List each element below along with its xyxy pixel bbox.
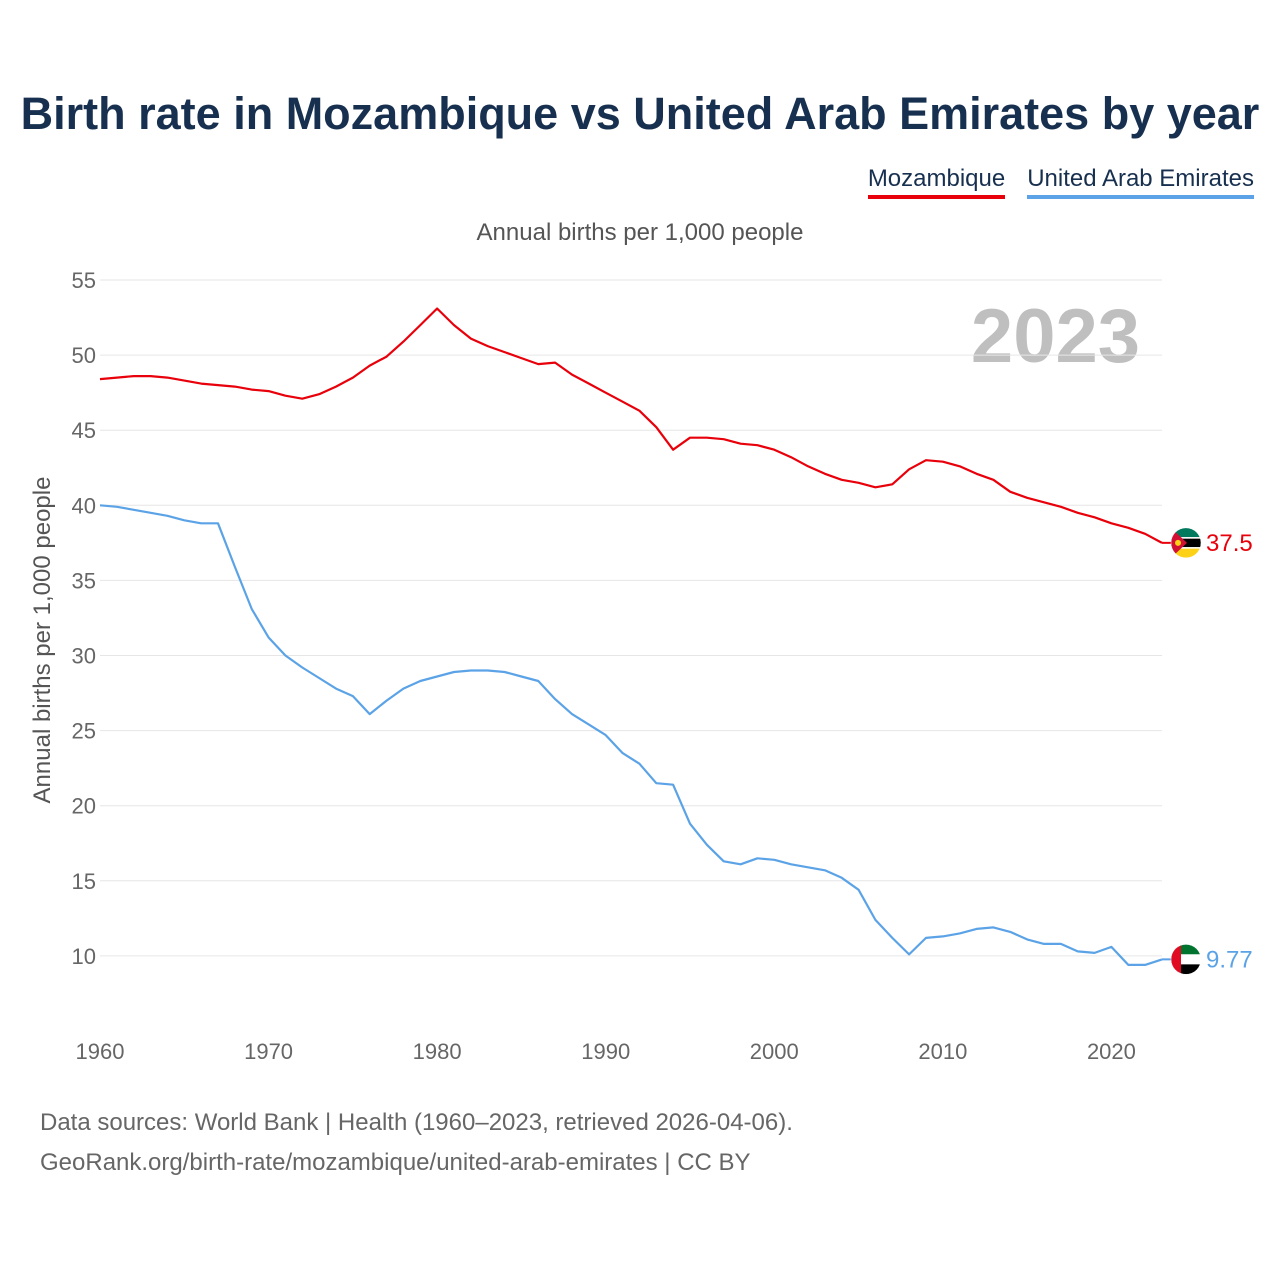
flag-stripe-green bbox=[1171, 944, 1201, 955]
series-line-united-arab-emirates bbox=[99, 504, 1163, 967]
y-tick-label-45: 45 bbox=[72, 418, 96, 443]
end-value-label-mozambique: 37.5 bbox=[1206, 530, 1253, 557]
y-tick-label-20: 20 bbox=[72, 794, 96, 819]
flag-stripe-green bbox=[1171, 527, 1201, 538]
end-value-label-united-arab-emirates: 9.77 bbox=[1206, 946, 1253, 973]
y-tick-label-40: 40 bbox=[72, 493, 96, 518]
line-chart: Annual births per 1,000 people Annual bi… bbox=[29, 219, 1253, 1064]
legend-item-united-arab-emirates[interactable]: United Arab Emirates bbox=[1027, 165, 1254, 199]
legend: Mozambique United Arab Emirates bbox=[867, 165, 1254, 199]
flag-stripe-yellow bbox=[1171, 547, 1201, 558]
flag-star bbox=[1175, 539, 1181, 546]
flag-border-mozambique bbox=[1170, 527, 1202, 559]
y-axis-ticks: 10 15 20 25 30 35 40 45 50 55 bbox=[72, 268, 96, 969]
chart-title: Birth rate in Mozambique vs United Arab … bbox=[20, 88, 1260, 139]
x-tick-label-1990: 1990 bbox=[581, 1039, 630, 1064]
x-tick-label-1970: 1970 bbox=[244, 1039, 293, 1064]
y-axis-label: Annual births per 1,000 people bbox=[29, 477, 56, 804]
x-tick-label-1960: 1960 bbox=[76, 1039, 125, 1064]
y-tick-label-10: 10 bbox=[72, 944, 96, 969]
flag-hoist-red bbox=[1171, 944, 1181, 975]
flag-stripe-black bbox=[1171, 964, 1201, 975]
x-tick-label-2000: 2000 bbox=[750, 1039, 799, 1064]
y-tick-label-15: 15 bbox=[72, 869, 96, 894]
flag-united-arab-emirates-icon bbox=[1170, 944, 1202, 975]
flag-body-mozambique bbox=[1171, 527, 1201, 558]
series-lines bbox=[99, 307, 1163, 967]
flag-mozambique-icon bbox=[1170, 527, 1202, 559]
grid bbox=[100, 279, 1162, 957]
source-url-text[interactable]: GeoRank.org/birth-rate/mozambique/united… bbox=[40, 1149, 751, 1176]
y-tick-label-25: 25 bbox=[72, 719, 96, 744]
series-line-mozambique bbox=[99, 307, 1163, 544]
y-tick-label-55: 55 bbox=[72, 268, 96, 293]
flag-border-united-arab-emirates bbox=[1170, 944, 1202, 975]
x-tick-label-1980: 1980 bbox=[413, 1039, 462, 1064]
y-tick-label-50: 50 bbox=[72, 343, 96, 368]
data-sources-text: Data sources: World Bank | Health (1960–… bbox=[40, 1109, 793, 1136]
flag-fimbriation-bottom bbox=[1171, 547, 1201, 549]
y-tick-label-35: 35 bbox=[72, 568, 96, 593]
flag-stripe-white bbox=[1171, 954, 1201, 965]
footer: Data sources: World Bank | Health (1960–… bbox=[40, 1103, 793, 1183]
y-tick-label-30: 30 bbox=[72, 644, 96, 669]
year-label: 2023 bbox=[971, 294, 1140, 379]
chart-subtitle: Annual births per 1,000 people bbox=[477, 219, 804, 246]
x-tick-label-2020: 2020 bbox=[1087, 1039, 1136, 1064]
x-tick-label-2010: 2010 bbox=[918, 1039, 967, 1064]
legend-item-mozambique[interactable]: Mozambique bbox=[867, 165, 1006, 199]
flag-fimbriation-top bbox=[1171, 537, 1201, 539]
end-markers: 37.5 9.77 bbox=[1162, 527, 1253, 975]
flag-body-united-arab-emirates bbox=[1171, 944, 1201, 975]
x-axis-ticks: 1960 1970 1980 1990 2000 2010 2020 bbox=[76, 1039, 1136, 1064]
